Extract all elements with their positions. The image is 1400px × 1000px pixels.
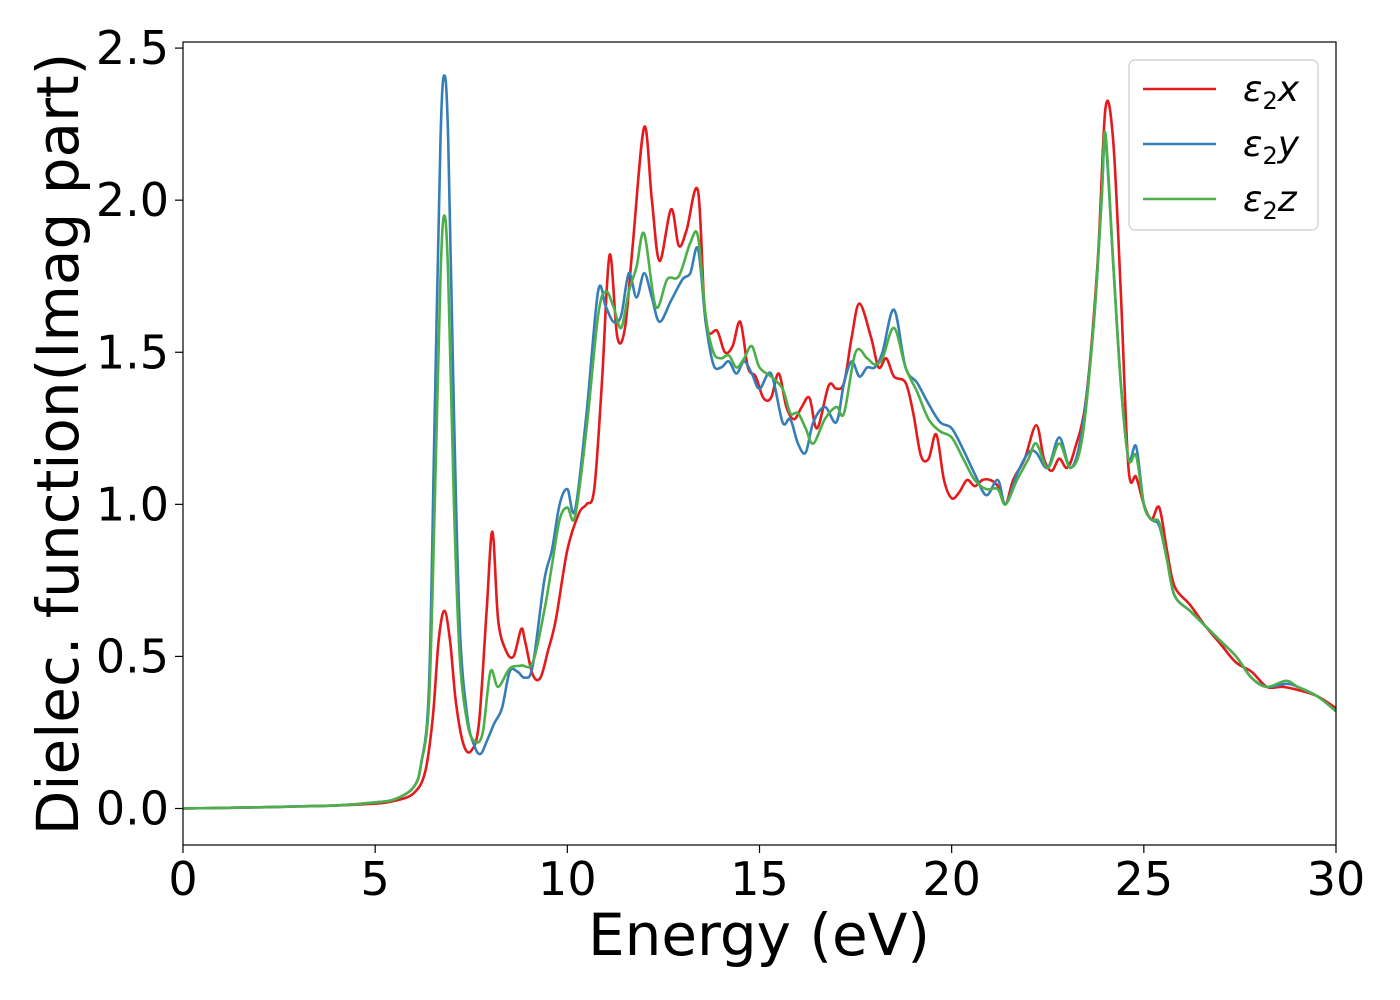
- x-tick-label: 5: [361, 852, 390, 906]
- series-line-x: [182, 99, 1337, 810]
- legend-item-z: ε2z: [1143, 179, 1298, 225]
- x-tick-label: 10: [538, 852, 597, 906]
- x-tick-label: 20: [922, 852, 981, 906]
- y-tick-label: 0.5: [96, 629, 169, 683]
- x-axis: 0 5 10 15 20 25 30: [168, 845, 1365, 906]
- legend-label: ε2z: [1243, 179, 1298, 225]
- legend: ε2x ε2y ε2z: [1128, 59, 1319, 231]
- y-tick-label: 1.0: [96, 477, 169, 531]
- x-axis-label: Energy (eV): [588, 901, 930, 969]
- y-axis: 0.0 0.5 1.0 1.5 2.0 2.5: [96, 21, 183, 836]
- series-layer: [182, 74, 1337, 810]
- y-tick-label: 0.0: [96, 782, 169, 836]
- series-line-z: [182, 130, 1337, 810]
- legend-item-y: ε2y: [1143, 124, 1300, 170]
- legend-frame: [1128, 59, 1319, 231]
- legend-item-x: ε2x: [1143, 69, 1300, 115]
- x-tick-label: 0: [168, 852, 197, 906]
- x-tick-label: 30: [1307, 852, 1366, 906]
- x-tick-label: 25: [1115, 852, 1174, 906]
- y-axis-label: Dielec. function(Imag part): [24, 53, 92, 836]
- y-tick-label: 1.5: [96, 325, 169, 379]
- x-tick-label: 15: [730, 852, 789, 906]
- legend-label: ε2y: [1243, 124, 1300, 170]
- y-tick-label: 2.0: [96, 173, 169, 227]
- legend-label: ε2x: [1243, 69, 1300, 115]
- y-tick-label: 2.5: [96, 21, 169, 75]
